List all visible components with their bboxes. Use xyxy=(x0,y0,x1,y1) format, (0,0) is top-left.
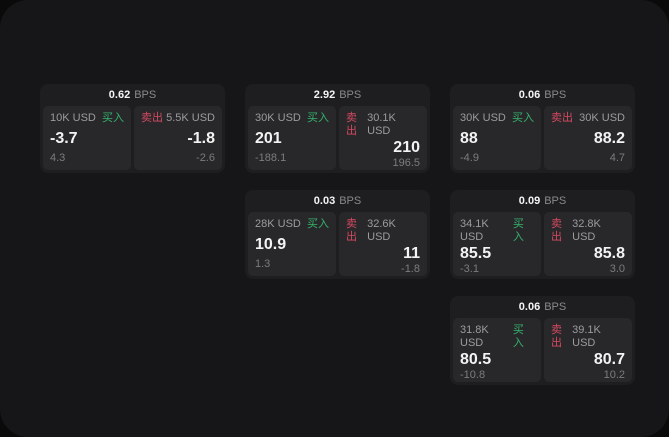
sell-panel[interactable]: 卖出 39.1K USD 80.7 10.2 xyxy=(544,318,632,382)
buy-amount: 31.8K USD xyxy=(460,324,489,349)
buy-sub-value: 1.3 xyxy=(255,258,271,270)
buy-panel[interactable]: 10K USD 买入 -3.7 4.3 xyxy=(43,106,131,170)
buy-sub-value: 4.3 xyxy=(50,152,66,164)
buy-panel[interactable]: 30K USD 买入 88 -4.9 xyxy=(453,106,541,170)
buy-panel[interactable]: 28K USD 买入 10.9 1.3 xyxy=(248,212,336,276)
sell-price: -1.8 xyxy=(187,130,215,147)
quote-card: 2.92 BPS 30K USD 买入 201 -188.1 卖出 30.1K … xyxy=(245,84,430,173)
bps-header: 0.03 BPS xyxy=(245,190,430,212)
buy-price: 201 xyxy=(255,130,282,147)
buy-tag: 买入 xyxy=(512,324,524,349)
bps-value: 2.92 xyxy=(313,89,336,101)
buy-panel[interactable]: 30K USD 买入 201 -188.1 xyxy=(248,106,336,170)
sell-price: 80.7 xyxy=(593,351,625,368)
sell-tag: 卖出 xyxy=(346,218,357,243)
bps-value: 0.03 xyxy=(313,195,336,207)
sell-amount: 32.8K USD xyxy=(572,218,601,243)
bps-unit-label: BPS xyxy=(339,89,362,101)
bps-value: 0.09 xyxy=(518,195,541,207)
sell-sub-value: 10.2 xyxy=(603,369,625,381)
buy-tag: 买入 xyxy=(102,112,124,124)
buy-amount: 30K USD xyxy=(460,112,506,124)
sell-price: 85.8 xyxy=(593,245,625,262)
sell-tag: 卖出 xyxy=(551,324,562,349)
bps-value: 0.06 xyxy=(518,301,541,313)
buy-amount: 30K USD xyxy=(255,112,301,124)
sell-amount: 32.6K USD xyxy=(367,218,396,243)
sell-tag: 卖出 xyxy=(141,112,163,124)
buy-tag: 买入 xyxy=(307,218,329,230)
sell-sub-value: -1.8 xyxy=(401,263,420,275)
sell-price: 88.2 xyxy=(593,130,625,147)
sell-tag: 卖出 xyxy=(551,218,562,243)
buy-price: 85.5 xyxy=(460,245,492,262)
bps-header: 0.06 BPS xyxy=(450,84,635,106)
sell-price: 210 xyxy=(393,139,420,156)
buy-price: 80.5 xyxy=(460,351,492,368)
buy-sub-value: -4.9 xyxy=(460,152,479,164)
buy-price: 88 xyxy=(460,130,478,147)
buy-panel[interactable]: 34.1K USD 买入 85.5 -3.1 xyxy=(453,212,541,276)
bps-header: 0.09 BPS xyxy=(450,190,635,212)
sell-panel[interactable]: 卖出 5.5K USD -1.8 -2.6 xyxy=(134,106,222,170)
buy-sub-value: -10.8 xyxy=(460,369,486,381)
bps-unit-label: BPS xyxy=(544,195,567,207)
buy-price: -3.7 xyxy=(50,130,78,147)
quote-card: 0.06 BPS 31.8K USD 买入 80.5 -10.8 卖出 39.1… xyxy=(450,296,635,385)
bps-unit-label: BPS xyxy=(544,89,567,101)
sell-panel[interactable]: 卖出 30K USD 88.2 4.7 xyxy=(544,106,632,170)
buy-tag: 买入 xyxy=(512,218,524,243)
bps-unit-label: BPS xyxy=(544,301,567,313)
buy-tag: 买入 xyxy=(307,112,329,124)
buy-panel[interactable]: 31.8K USD 买入 80.5 -10.8 xyxy=(453,318,541,382)
sell-amount: 30K USD xyxy=(579,112,625,124)
sell-tag: 卖出 xyxy=(551,112,573,124)
quote-card: 0.62 BPS 10K USD 买入 -3.7 4.3 卖出 5.5K USD… xyxy=(40,84,225,173)
sell-sub-value: 4.7 xyxy=(609,152,625,164)
buy-tag: 买入 xyxy=(512,112,534,124)
sell-amount: 5.5K USD xyxy=(166,112,215,124)
sell-amount: 39.1K USD xyxy=(572,324,601,349)
buy-price: 10.9 xyxy=(255,236,287,253)
buy-amount: 28K USD xyxy=(255,218,301,230)
bps-value: 0.62 xyxy=(108,89,131,101)
buy-amount: 10K USD xyxy=(50,112,96,124)
sell-price: 11 xyxy=(403,245,420,262)
quote-card: 0.03 BPS 28K USD 买入 10.9 1.3 卖出 32.6K US… xyxy=(245,190,430,279)
sell-panel[interactable]: 卖出 32.6K USD 11 -1.8 xyxy=(339,212,427,276)
sell-panel[interactable]: 卖出 32.8K USD 85.8 3.0 xyxy=(544,212,632,276)
bps-header: 2.92 BPS xyxy=(245,84,430,106)
bps-unit-label: BPS xyxy=(339,195,362,207)
buy-sub-value: -3.1 xyxy=(460,263,479,275)
sell-sub-value: 196.5 xyxy=(392,157,420,169)
bps-unit-label: BPS xyxy=(134,89,157,101)
sell-tag: 卖出 xyxy=(346,112,357,137)
bps-header: 0.06 BPS xyxy=(450,296,635,318)
quote-card: 0.09 BPS 34.1K USD 买入 85.5 -3.1 卖出 32.8K… xyxy=(450,190,635,279)
sell-panel[interactable]: 卖出 30.1K USD 210 196.5 xyxy=(339,106,427,170)
bps-header: 0.62 BPS xyxy=(40,84,225,106)
sell-sub-value: -2.6 xyxy=(196,152,215,164)
sell-amount: 30.1K USD xyxy=(367,112,396,137)
buy-sub-value: -188.1 xyxy=(255,152,287,164)
bps-value: 0.06 xyxy=(518,89,541,101)
buy-amount: 34.1K USD xyxy=(460,218,489,243)
sell-sub-value: 3.0 xyxy=(609,263,625,275)
quote-card: 0.06 BPS 30K USD 买入 88 -4.9 卖出 30K USD 8… xyxy=(450,84,635,173)
